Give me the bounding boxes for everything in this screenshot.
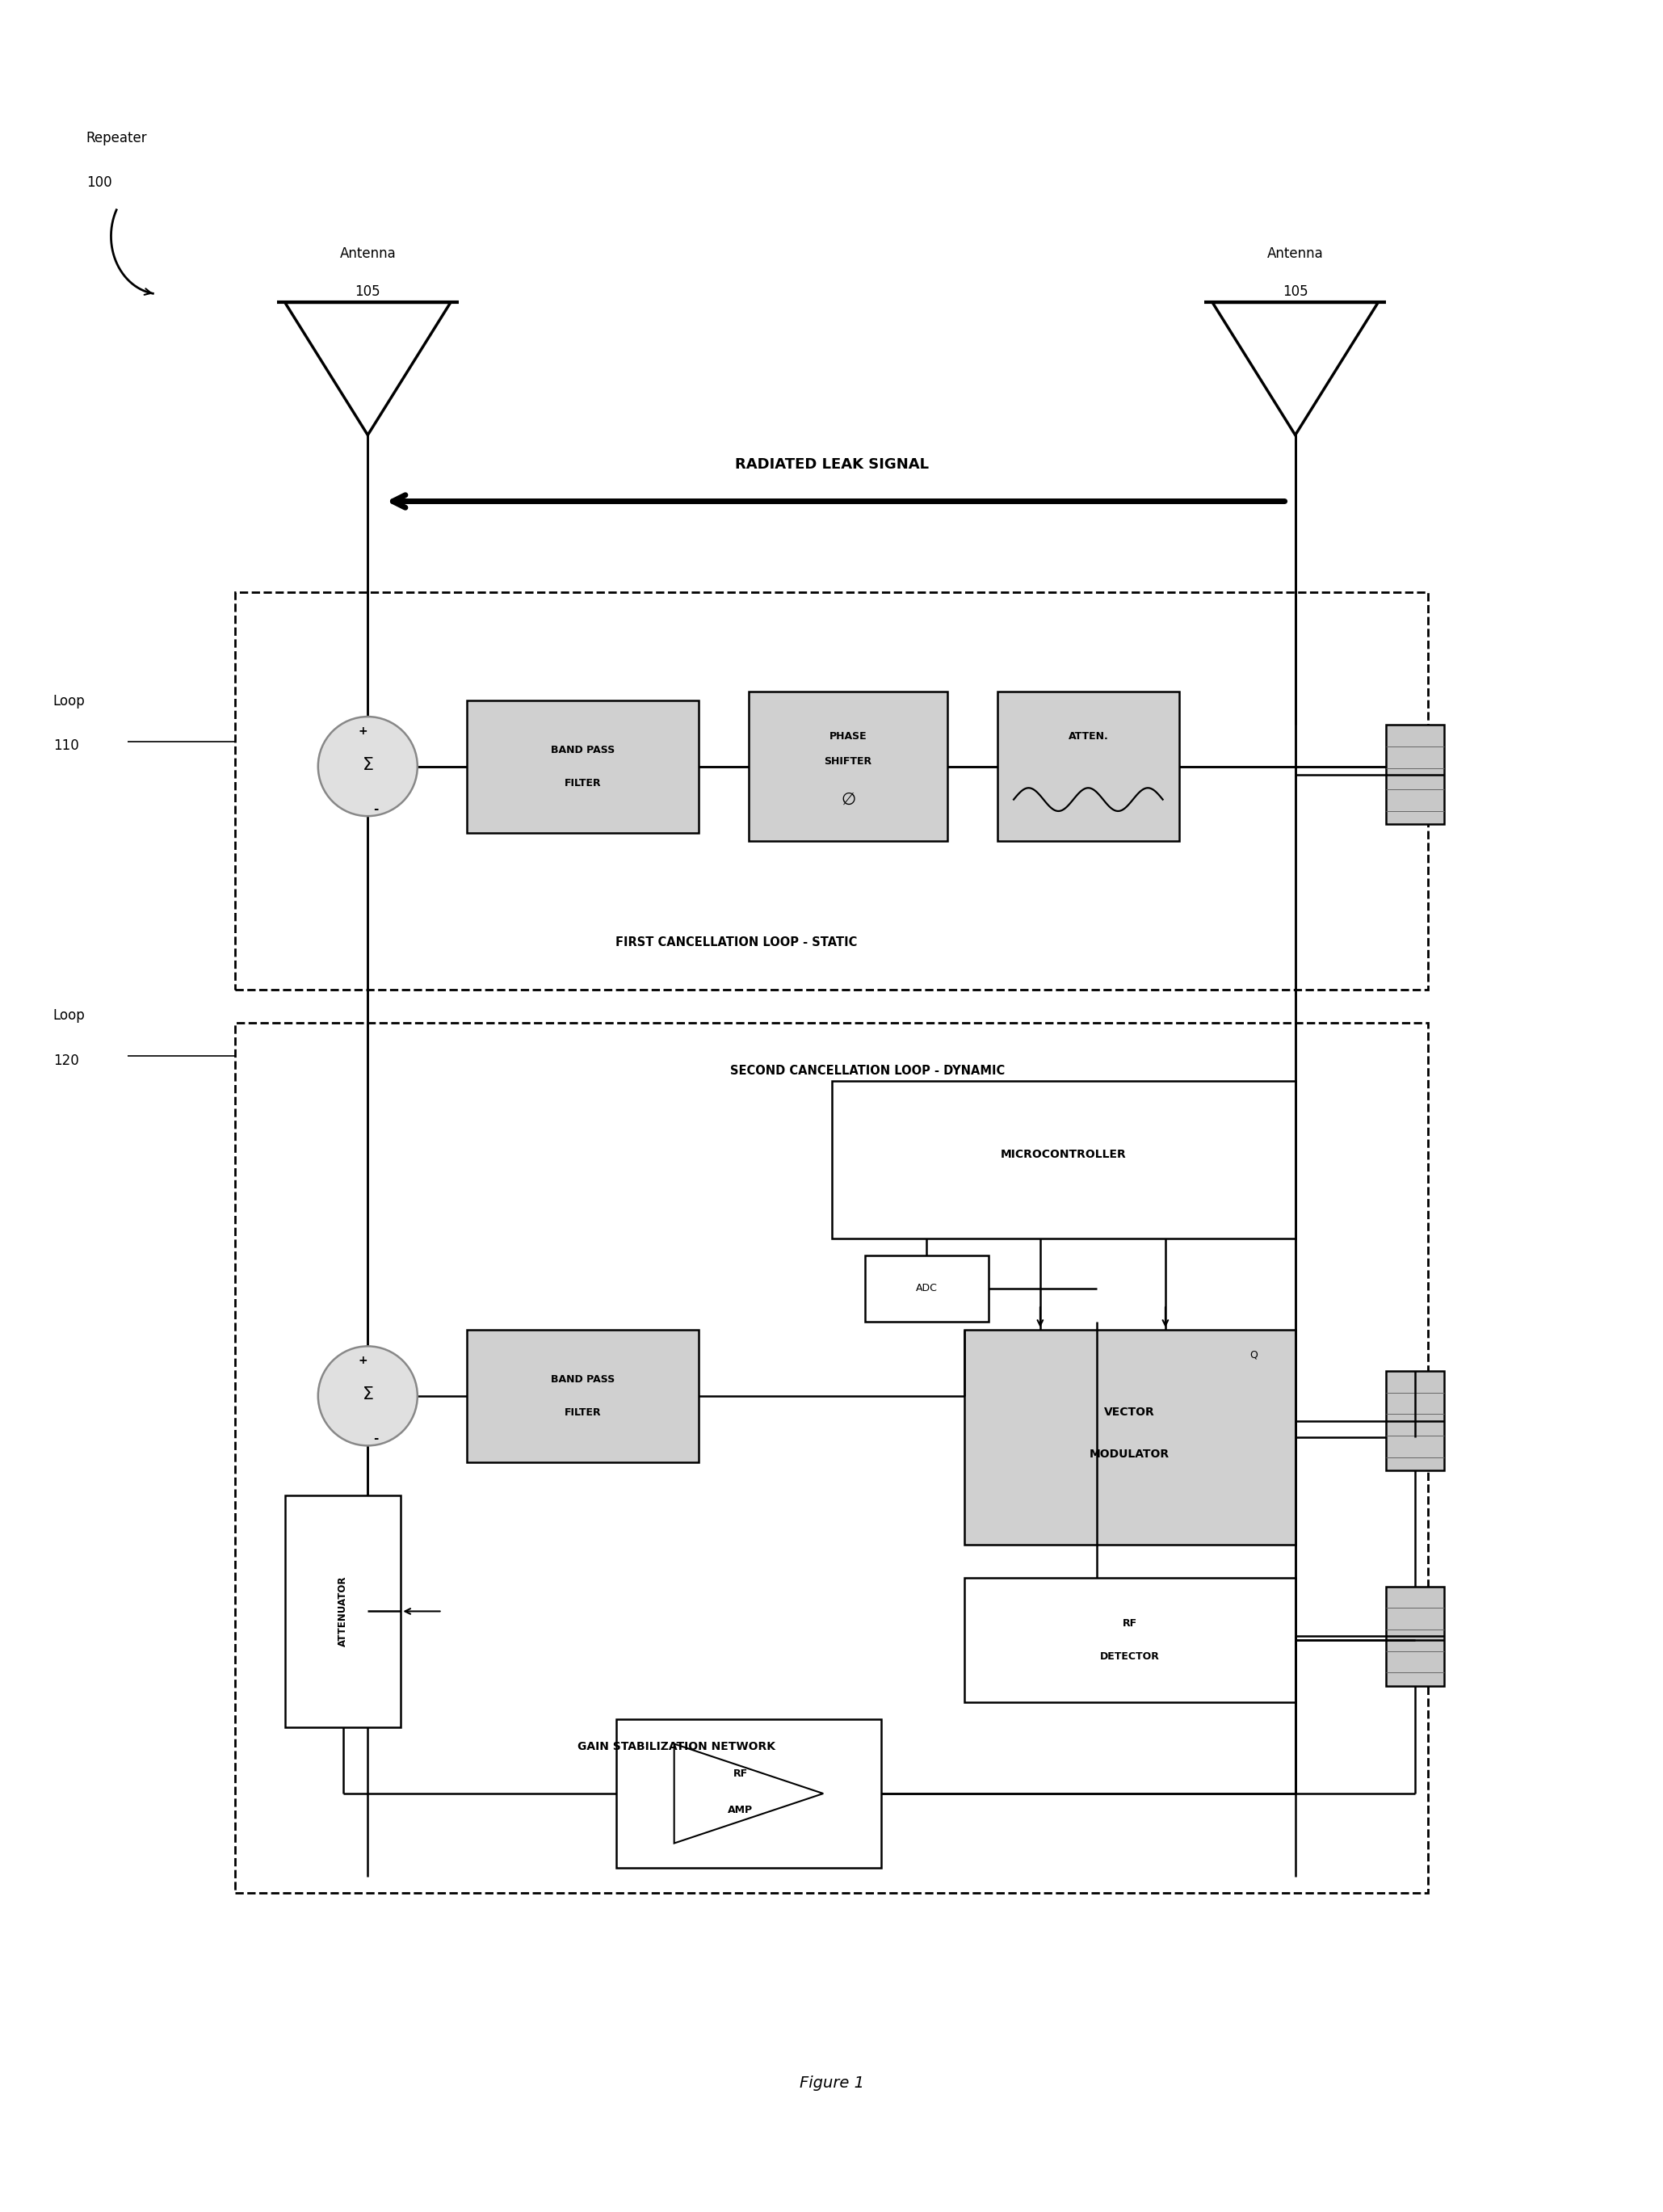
Text: AMP: AMP xyxy=(728,1805,753,1816)
Text: Q: Q xyxy=(1251,1349,1257,1360)
Text: BAND PASS: BAND PASS xyxy=(550,1374,615,1385)
Text: ATTEN.: ATTEN. xyxy=(1068,732,1108,741)
Text: MICROCONTROLLER: MICROCONTROLLER xyxy=(1001,1150,1126,1161)
Text: 110: 110 xyxy=(53,739,78,752)
Text: +: + xyxy=(358,726,368,737)
Bar xyxy=(865,1254,989,1321)
Bar xyxy=(234,593,1429,991)
Text: GAIN STABILIZATION NETWORK: GAIN STABILIZATION NETWORK xyxy=(577,1741,775,1752)
Text: FILTER: FILTER xyxy=(565,779,602,787)
Bar xyxy=(832,1082,1295,1239)
Text: MODULATOR: MODULATOR xyxy=(1089,1449,1169,1460)
Text: Repeater: Repeater xyxy=(86,131,148,146)
Text: ADC: ADC xyxy=(916,1283,938,1294)
Bar xyxy=(1387,1371,1445,1471)
Bar xyxy=(748,692,948,841)
Text: Loop: Loop xyxy=(53,695,85,708)
Text: PHASE: PHASE xyxy=(830,732,866,741)
Bar xyxy=(998,692,1179,841)
Text: SHIFTER: SHIFTER xyxy=(825,757,871,768)
Circle shape xyxy=(318,1347,417,1447)
Text: RADIATED LEAK SIGNAL: RADIATED LEAK SIGNAL xyxy=(735,458,928,471)
Text: FIRST CANCELLATION LOOP - STATIC: FIRST CANCELLATION LOOP - STATIC xyxy=(615,936,856,949)
Text: FILTER: FILTER xyxy=(565,1407,602,1418)
Text: -: - xyxy=(374,1433,379,1444)
Text: $\Sigma$: $\Sigma$ xyxy=(363,1387,374,1402)
Text: 105: 105 xyxy=(1282,285,1309,299)
Bar xyxy=(965,1577,1295,1703)
Text: Figure 1: Figure 1 xyxy=(800,2075,863,2090)
Circle shape xyxy=(318,717,417,816)
Bar xyxy=(617,1719,881,1869)
Text: 105: 105 xyxy=(354,285,381,299)
Text: $\Sigma$: $\Sigma$ xyxy=(363,757,374,772)
Bar xyxy=(234,1024,1429,1893)
Text: -: - xyxy=(374,803,379,814)
Text: DETECTOR: DETECTOR xyxy=(1099,1652,1159,1661)
Text: 120: 120 xyxy=(53,1053,78,1068)
Bar xyxy=(1387,726,1445,825)
Text: ATTENUATOR: ATTENUATOR xyxy=(338,1575,348,1646)
Text: +: + xyxy=(358,1354,368,1367)
Text: RF: RF xyxy=(1123,1619,1137,1628)
Bar xyxy=(467,1329,698,1462)
Text: 100: 100 xyxy=(86,175,111,190)
Bar xyxy=(467,701,698,832)
Text: BAND PASS: BAND PASS xyxy=(550,745,615,754)
Text: SECOND CANCELLATION LOOP - DYNAMIC: SECOND CANCELLATION LOOP - DYNAMIC xyxy=(730,1064,1004,1077)
Text: Loop: Loop xyxy=(53,1009,85,1024)
Text: Antenna: Antenna xyxy=(1267,246,1324,261)
Bar xyxy=(1387,1586,1445,1686)
Text: Antenna: Antenna xyxy=(339,246,396,261)
Bar xyxy=(965,1329,1295,1544)
Text: $\emptyset$: $\emptyset$ xyxy=(840,792,855,807)
Text: VECTOR: VECTOR xyxy=(1104,1407,1156,1418)
Text: RF: RF xyxy=(733,1767,748,1778)
Bar xyxy=(284,1495,401,1728)
